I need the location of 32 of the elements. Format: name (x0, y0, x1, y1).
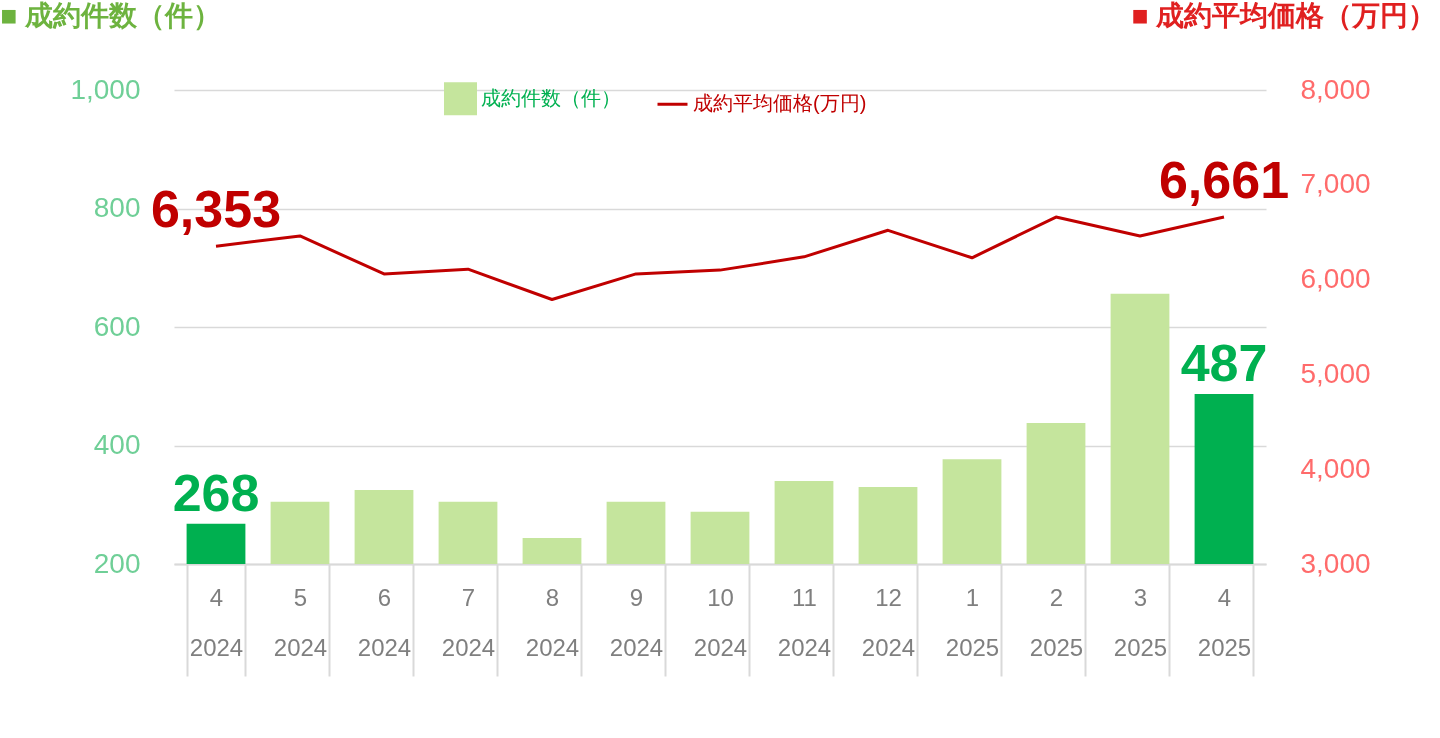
x-tick-label: 4 2024 (189, 583, 244, 661)
x-tick-label: 11 2024 (777, 583, 832, 661)
y2-tick-label: 8,000 (1300, 73, 1371, 105)
x-tick-label: 3 2025 (1113, 583, 1168, 661)
data-label: 268 (172, 463, 260, 522)
data-label: 6,661 (1158, 150, 1290, 209)
x-tick-label: 1 2025 (945, 583, 1000, 661)
y-axis-title: ■ 成約件数（件） (0, 0, 222, 31)
x-tick-label: 7 2024 (441, 583, 496, 661)
y2-axis-title: ■ 成約平均価格（万円） (1131, 0, 1437, 31)
y-tick-label: 600 (93, 310, 141, 342)
y-tick-label: 400 (93, 429, 141, 460)
y2-tick-label: 4,000 (1300, 452, 1371, 484)
y2-tick-label: 5,000 (1300, 357, 1371, 389)
y-tick-label: 800 (93, 192, 141, 223)
x-tick-label: 5 2024 (273, 583, 328, 661)
x-tick-label: 10 2024 (693, 583, 748, 661)
x-tick-label: 8 2024 (525, 583, 580, 661)
y-tick-label: 1,000 (70, 73, 141, 105)
x-tick-label: 2 2025 (1029, 583, 1084, 661)
x-tick-label: 9 2024 (609, 583, 664, 661)
y2-tick-label: 7,000 (1300, 168, 1371, 200)
x-tick-label: 4 2025 (1197, 583, 1252, 661)
y2-tick-label: 3,000 (1300, 547, 1371, 579)
legend-label: 成約件数（件） (481, 86, 621, 109)
data-label: 487 (1180, 333, 1268, 392)
y2-tick-label: 6,000 (1300, 263, 1371, 295)
x-tick-label: 12 2024 (861, 583, 916, 661)
y-tick-label: 200 (93, 547, 141, 579)
x-tick-label: 6 2024 (357, 583, 412, 661)
legend-label: 成約平均価格(万円) (693, 92, 867, 115)
data-label: 6,353 (150, 180, 282, 239)
